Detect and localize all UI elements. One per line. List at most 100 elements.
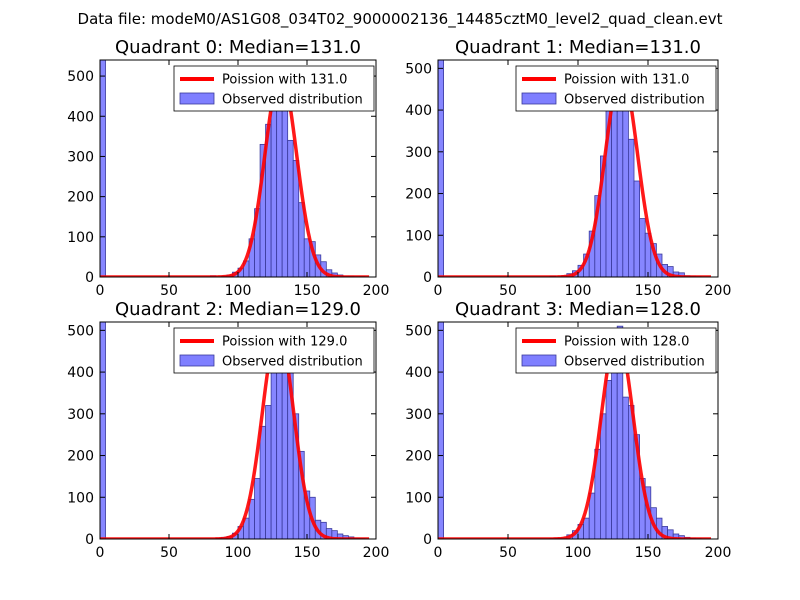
y-tick-label: 300 bbox=[405, 145, 432, 161]
poisson-curve bbox=[438, 70, 712, 277]
histogram-bar bbox=[292, 160, 300, 277]
histogram-bar bbox=[583, 517, 590, 539]
y-tick-label: 100 bbox=[405, 228, 432, 244]
histogram-bar bbox=[281, 107, 289, 277]
y-tick-label: 200 bbox=[405, 187, 432, 203]
x-tick-label: 100 bbox=[565, 545, 592, 561]
quadrant-3-legend: Poission with 128.0 Observed distribution bbox=[515, 327, 717, 374]
histogram-bar bbox=[254, 478, 261, 539]
y-tick-label: 0 bbox=[85, 532, 94, 548]
quadrant-1-title: Quadrant 1: Median=131.0 bbox=[455, 37, 701, 58]
quadrant-2-title: Quadrant 2: Median=129.0 bbox=[115, 299, 361, 320]
quadrant-2-panel: Quadrant 2: Median=129.0 0 50 100 150 200 0 100… bbox=[67, 299, 389, 561]
quadrant-1-legend: Poission with 131.0 Observed distribution bbox=[515, 65, 717, 112]
x-tick-label: 150 bbox=[635, 545, 662, 561]
x-tick-label: 50 bbox=[499, 283, 517, 299]
x-tick-label: 0 bbox=[96, 545, 105, 561]
y-tick-label: 300 bbox=[67, 407, 94, 423]
x-tick-label: 200 bbox=[363, 283, 390, 299]
legend-label-poisson: Poission with 128.0 bbox=[564, 335, 689, 350]
x-tick-label: 0 bbox=[434, 283, 443, 299]
histogram-bar bbox=[639, 218, 646, 277]
x-tick-label: 200 bbox=[705, 283, 732, 299]
y-tick-label: 300 bbox=[67, 149, 94, 165]
x-tick-label: 200 bbox=[705, 545, 732, 561]
x-tick-label: 0 bbox=[434, 545, 443, 561]
legend-bar-swatch bbox=[521, 354, 557, 367]
histogram-bar bbox=[622, 396, 629, 539]
histogram-bar bbox=[100, 322, 106, 539]
legend-label-observed: Observed distribution bbox=[564, 355, 705, 370]
histogram-bar bbox=[270, 99, 278, 277]
legend-label-observed: Observed distribution bbox=[222, 355, 363, 370]
legend-label-poisson: Poission with 131.0 bbox=[564, 73, 689, 88]
quadrant-0-title: Quadrant 0: Median=131.0 bbox=[115, 37, 361, 58]
histogram-bar bbox=[100, 60, 106, 277]
histogram-bar bbox=[622, 97, 629, 277]
figure-suptitle: Data file: modeM0/AS1G08_034T02_90000021… bbox=[78, 10, 723, 29]
histogram-bar bbox=[628, 138, 635, 277]
y-tick-label: 0 bbox=[423, 270, 432, 286]
y-tick-label: 400 bbox=[67, 365, 94, 381]
x-tick-label: 100 bbox=[565, 283, 592, 299]
histogram-bar bbox=[616, 88, 624, 277]
quadrant-3-panel: Quadrant 3: Median=128.0 0 50 100 150 200 0 100… bbox=[405, 299, 731, 561]
legend-bar-swatch bbox=[179, 354, 215, 367]
y-tick-label: 400 bbox=[405, 103, 432, 119]
legend-label-observed: Observed distribution bbox=[564, 93, 705, 108]
y-tick-label: 200 bbox=[405, 449, 432, 465]
y-tick-label: 200 bbox=[67, 449, 94, 465]
histogram-bar bbox=[600, 413, 607, 539]
poisson-curve bbox=[438, 332, 712, 539]
y-tick-label: 100 bbox=[405, 490, 432, 506]
x-tick-label: 50 bbox=[160, 545, 178, 561]
y-tick-label: 100 bbox=[67, 490, 94, 506]
y-tick-label: 400 bbox=[405, 365, 432, 381]
legend-label-observed: Observed distribution bbox=[222, 93, 363, 108]
y-tick-label: 500 bbox=[405, 323, 432, 339]
quadrant-0-legend: Poission with 131.0 Observed distribution bbox=[173, 65, 375, 112]
x-tick-label: 150 bbox=[294, 545, 321, 561]
legend-bar-swatch bbox=[521, 92, 557, 105]
histogram-bar bbox=[438, 322, 444, 539]
legend-bar-swatch bbox=[179, 92, 215, 105]
histogram-bar bbox=[265, 405, 272, 539]
legend-label-poisson: Poission with 129.0 bbox=[222, 335, 347, 350]
histogram-bar bbox=[259, 425, 266, 539]
y-tick-label: 500 bbox=[67, 323, 94, 339]
x-tick-label: 0 bbox=[96, 283, 105, 299]
quadrant-panels: Quadrant 0: Median=131.0 0 50 100 150 200 0 100… bbox=[67, 37, 731, 561]
y-tick-label: 0 bbox=[423, 532, 432, 548]
y-tick-label: 200 bbox=[67, 190, 94, 206]
quadrant-1-plot-area bbox=[438, 60, 712, 277]
histogram-bar bbox=[287, 139, 294, 277]
y-tick-label: 100 bbox=[67, 230, 94, 246]
poisson-curve bbox=[100, 72, 370, 277]
x-tick-label: 50 bbox=[160, 283, 178, 299]
x-tick-label: 100 bbox=[225, 545, 252, 561]
quadrant-3-plot-area bbox=[438, 322, 712, 539]
quadrant-2-legend: Poission with 129.0 Observed distribution bbox=[173, 327, 375, 374]
x-tick-label: 150 bbox=[635, 283, 662, 299]
y-tick-label: 500 bbox=[405, 61, 432, 77]
y-tick-label: 0 bbox=[85, 270, 94, 286]
histogram-bar bbox=[611, 350, 618, 539]
histogram-bar bbox=[303, 238, 311, 277]
histogram-bar bbox=[276, 83, 283, 277]
histogram-bar bbox=[270, 371, 278, 539]
x-tick-label: 50 bbox=[499, 545, 517, 561]
quadrant-0-panel: Quadrant 0: Median=131.0 0 50 100 150 200 0 100… bbox=[67, 37, 389, 299]
x-tick-label: 200 bbox=[363, 545, 390, 561]
poisson-curve bbox=[100, 328, 370, 539]
histogram-bar bbox=[633, 180, 640, 277]
histogram-bar bbox=[611, 84, 618, 277]
y-tick-label: 500 bbox=[67, 69, 94, 85]
x-tick-label: 150 bbox=[294, 283, 321, 299]
y-tick-label: 400 bbox=[67, 109, 94, 125]
legend-label-poisson: Poission with 131.0 bbox=[222, 73, 347, 88]
x-tick-label: 100 bbox=[225, 283, 252, 299]
quadrant-1-panel: Quadrant 1: Median=131.0 0 50 100 150 200 0 100… bbox=[405, 37, 731, 299]
y-tick-label: 300 bbox=[405, 407, 432, 423]
histogram-bar bbox=[605, 380, 612, 539]
